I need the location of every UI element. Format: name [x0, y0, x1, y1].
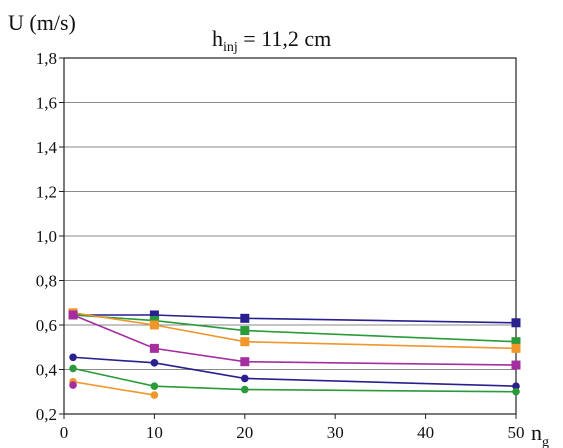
- y-tick-label: 0,6: [36, 316, 57, 335]
- plot-area-frame: [63, 57, 517, 415]
- y-tick-label: 0,8: [36, 272, 57, 291]
- data-point-square: [68, 310, 78, 320]
- y-tick-label: 0,2: [36, 405, 57, 424]
- data-point-square: [240, 357, 250, 367]
- y-tick-label: 1,0: [36, 227, 57, 246]
- data-point-circle: [69, 381, 77, 389]
- series-line: [72, 356, 517, 387]
- series-line: [72, 380, 155, 396]
- data-point-square: [240, 326, 250, 336]
- y-tick-label: 1,6: [36, 94, 57, 113]
- series-6: [69, 377, 159, 399]
- data-point-square: [511, 343, 521, 353]
- x-tick-label: 20: [236, 423, 253, 442]
- x-tick-label: 40: [417, 423, 434, 442]
- series-line: [73, 314, 517, 324]
- data-point-square: [149, 310, 159, 320]
- data-point-circle: [512, 382, 520, 390]
- data-point-circle: [241, 385, 249, 394]
- data-point-circle: [150, 359, 159, 367]
- chart-title-subscript: inj: [223, 40, 238, 55]
- y-tick-label: 1,2: [36, 183, 57, 202]
- series-7: [69, 381, 77, 389]
- chart-title-main: h: [212, 26, 223, 51]
- data-point-square: [511, 360, 521, 370]
- data-point-circle: [69, 353, 77, 362]
- grid-lines: [64, 57, 516, 370]
- series-3: [68, 310, 521, 370]
- data-point-square: [149, 343, 159, 353]
- series-group: [68, 308, 521, 399]
- x-tick-label: 50: [508, 423, 525, 442]
- chart-title-rest: = 11,2 cm: [238, 26, 331, 51]
- x-tick-labels: 0 10 20 30 40 50: [60, 423, 525, 442]
- x-tick-label: 30: [327, 423, 344, 442]
- data-point-square: [511, 318, 521, 328]
- data-point-circle: [69, 364, 77, 373]
- series-line: [72, 314, 517, 343]
- axes: [59, 57, 517, 419]
- y-tick-label: 1,8: [36, 49, 57, 68]
- data-point-circle: [150, 382, 159, 390]
- data-point-square: [240, 337, 250, 347]
- y-tick-labels: 0,2 0,4 0,6 0,8 1,0 1,2 1,4 1,6 1,8: [36, 49, 58, 424]
- data-point-square: [511, 337, 521, 347]
- chart-title: hinj = 11,2 cm: [212, 26, 331, 55]
- x-tick-label: 10: [146, 423, 163, 442]
- y-axis-label: U (m/s): [8, 10, 76, 35]
- x-axis-label-subscript: g: [542, 435, 549, 448]
- y-tick-label: 0,4: [36, 361, 58, 380]
- series-5: [69, 364, 520, 396]
- data-point-circle: [512, 387, 520, 396]
- data-point-circle: [241, 374, 249, 383]
- series-line: [72, 311, 517, 350]
- x-tick-label: 0: [60, 423, 69, 442]
- series-line: [72, 314, 517, 366]
- x-axis-label-main: n: [531, 420, 542, 445]
- series-line: [72, 367, 517, 393]
- series-4: [69, 353, 520, 390]
- x-axis-label: ng: [531, 420, 549, 448]
- data-point-square: [149, 320, 159, 330]
- data-point-circle: [150, 391, 159, 399]
- data-point-square: [240, 313, 250, 323]
- y-tick-label: 1,4: [36, 138, 58, 157]
